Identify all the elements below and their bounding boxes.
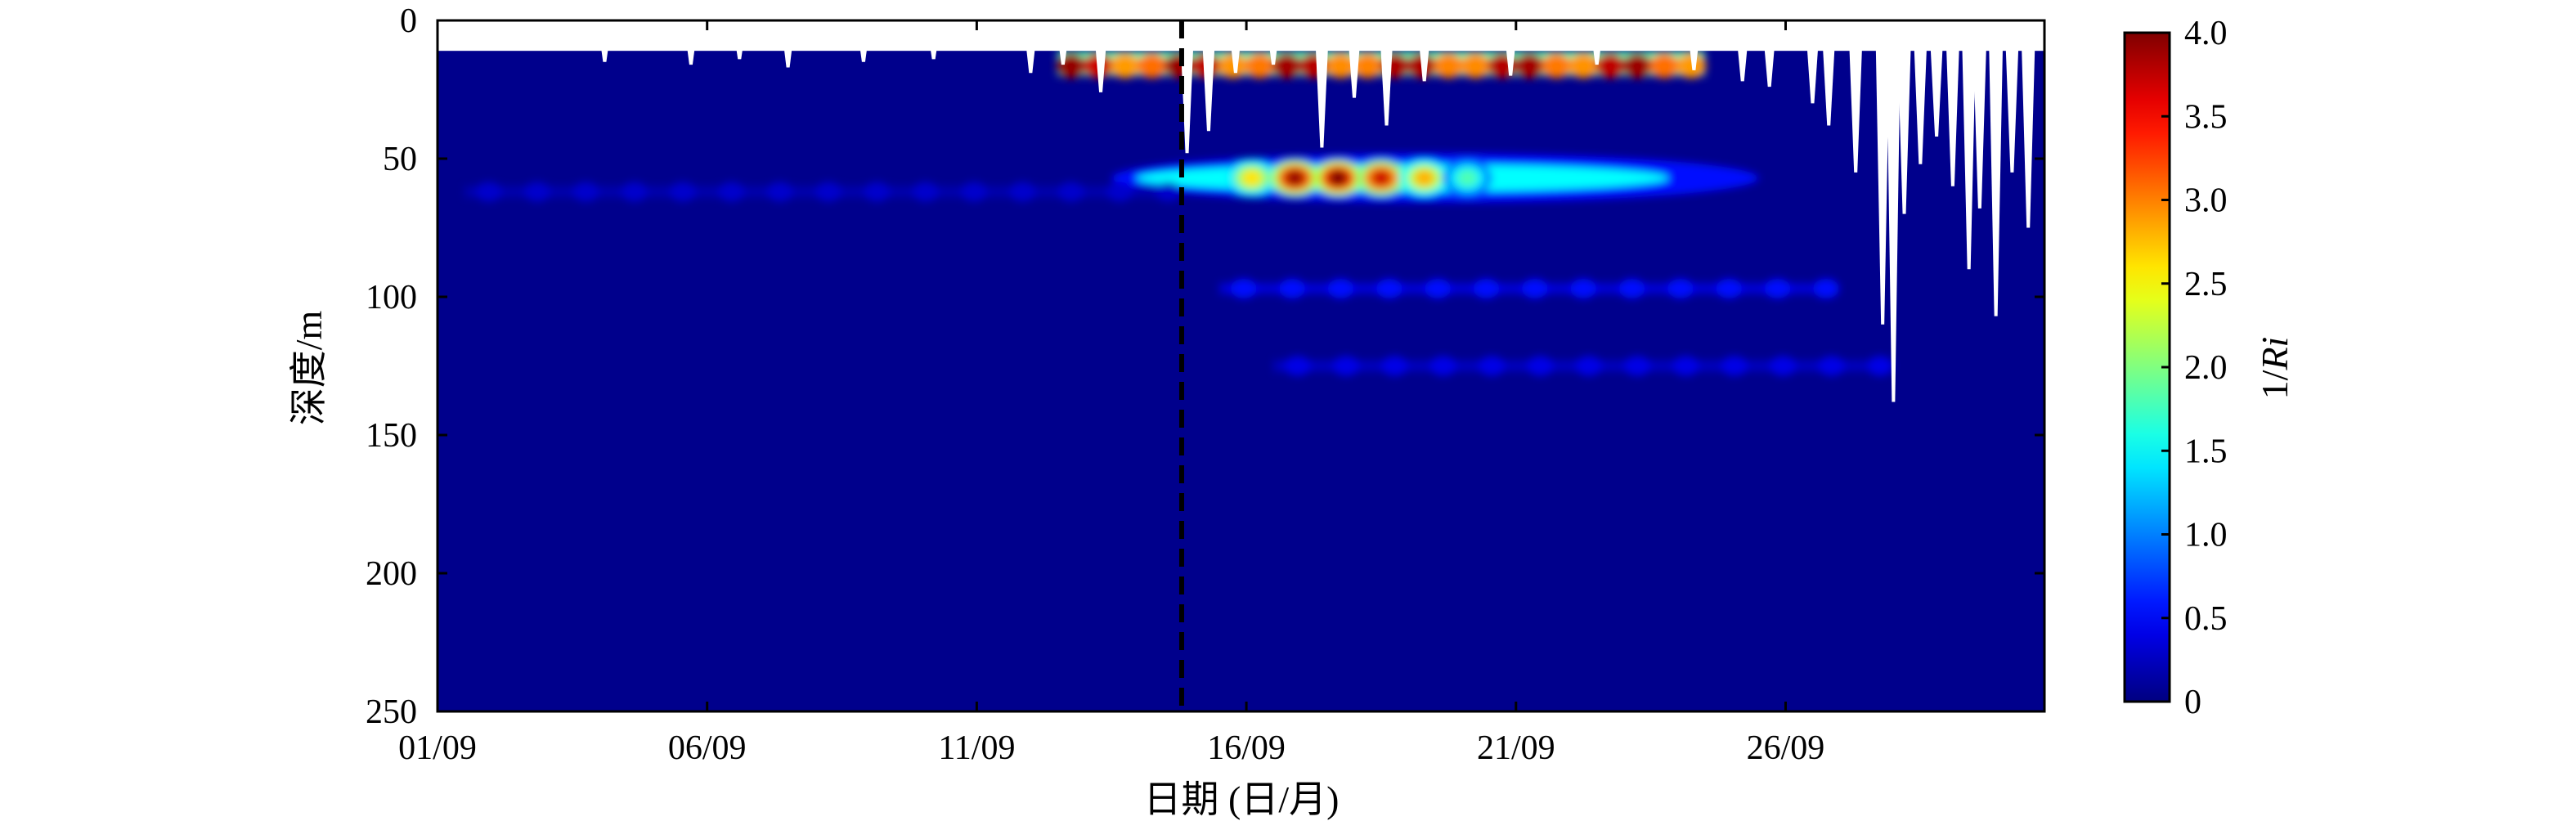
missing-data-spike [855, 20, 871, 62]
peak-blob [1399, 159, 1449, 196]
y-axis: 0 50 100 150 200 250 [366, 2, 2044, 731]
missing-data-spike [1945, 20, 1960, 186]
missing-data-spike [1805, 20, 1820, 104]
missing-data-spike [1988, 20, 2004, 316]
weak-band [1219, 278, 1839, 298]
colorbar-tick-label: 4.0 [2184, 15, 2228, 52]
missing-data-spike [1761, 20, 1777, 87]
missing-data-spike [1346, 20, 1362, 98]
y-axis-title: 深度/m [288, 311, 330, 426]
weak-band [464, 182, 1182, 202]
missing-data-spike [1266, 20, 1281, 65]
x-axis-title: 日期 (日/月) [1144, 778, 1340, 820]
x-tick-label: 26/09 [1747, 729, 1825, 767]
missing-data-spike [1848, 20, 1864, 173]
missing-data-spike [2004, 20, 2020, 173]
peak-blob [1313, 159, 1363, 196]
surface-blob [1595, 53, 1626, 79]
missing-data-spike [1227, 20, 1243, 74]
colorbar-tick-label: 0 [2184, 684, 2201, 721]
plot-frame [436, 19, 2046, 713]
y-tick-label: 50 [383, 141, 417, 178]
missing-data-spike [1200, 20, 1216, 132]
colorbar-ticks: 0 0.5 1.0 1.5 2.0 2.5 3.0 3.5 4.0 [2161, 15, 2228, 721]
missing-data-spike [1929, 20, 1945, 137]
missing-data-spike [1913, 20, 1928, 164]
missing-data-spike [1735, 20, 1750, 82]
surface-blob [1622, 53, 1653, 79]
colorbar-tick-label: 3.5 [2184, 98, 2228, 136]
missing-data-spike [1503, 20, 1519, 76]
missing-data-spike [1896, 20, 1912, 214]
missing-data-spike [732, 20, 747, 60]
missing-data-spike [1875, 20, 1891, 325]
surface-blob [1461, 53, 1491, 79]
surface-blob [1434, 53, 1464, 79]
missing-data-spike [1886, 20, 1901, 402]
missing-data-spike [1686, 20, 1702, 70]
colorbar-tick-label: 1.5 [2184, 433, 2228, 470]
y-tick-label: 250 [366, 693, 417, 731]
missing-data-spike [1093, 20, 1109, 92]
surface-blob [1137, 53, 1167, 79]
surface-blob [1326, 53, 1356, 79]
surface-blob [1272, 53, 1302, 79]
surface-blob [1649, 53, 1680, 79]
colorbar-label: 1/Ri [2254, 337, 2296, 400]
missing-data-spike [926, 20, 941, 60]
x-axis: 01/09 06/09 11/09 16/09 21/09 26/09 [398, 20, 1824, 767]
x-tick-label: 16/09 [1207, 729, 1286, 767]
colorbar-tick-label: 1.0 [2184, 517, 2228, 554]
y-tick-label: 100 [366, 279, 417, 316]
surface-blob [1542, 53, 1572, 79]
y-tick-label: 200 [366, 555, 417, 593]
colorbar-tick-label: 2.5 [2184, 266, 2228, 303]
missing-data-spike [1821, 20, 1837, 126]
x-tick-label: 11/09 [938, 729, 1015, 767]
y-tick-label: 0 [400, 2, 417, 40]
missing-data-spike [1055, 20, 1070, 65]
peak-blob [1443, 159, 1492, 196]
colorbar-tick-label: 2.0 [2184, 349, 2228, 387]
x-tick-label: 01/09 [398, 729, 477, 767]
y-tick-label: 150 [366, 417, 417, 455]
peak-blob [1270, 159, 1320, 196]
weak-band [1273, 356, 1893, 376]
x-tick-label: 06/09 [668, 729, 747, 767]
missing-data-gaps [438, 20, 2044, 402]
missing-data-spike [1589, 20, 1604, 65]
surface-blob [1353, 53, 1383, 79]
missing-data-spike [683, 20, 698, 65]
missing-data-spike [1961, 20, 1977, 270]
missing-data-spike [1416, 20, 1432, 82]
colorbar: 0 0.5 1.0 1.5 2.0 2.5 3.0 3.5 4.0 1/Ri [2123, 15, 2296, 721]
surface-blob [1568, 53, 1599, 79]
surface-blob [1515, 53, 1545, 79]
missing-data-spike [597, 20, 613, 62]
missing-data-spike [1314, 20, 1330, 148]
heatmap-area [438, 20, 2044, 711]
missing-data-spike [1972, 20, 1987, 209]
peak-blob [1227, 159, 1277, 196]
x-tick-label: 21/09 [1477, 729, 1555, 767]
peak-blob [1356, 159, 1406, 196]
colorbar-tick-label: 3.0 [2184, 182, 2228, 220]
surface-blob [1676, 53, 1707, 79]
missing-data-spike [780, 20, 796, 68]
missing-data-spike [1379, 20, 1394, 126]
surface-blob [1245, 53, 1275, 79]
colorbar-tick-label: 0.5 [2184, 600, 2228, 638]
surface-blob [1110, 53, 1140, 79]
missing-data-spike [1023, 20, 1039, 74]
missing-data-spike [2021, 20, 2036, 228]
surface-blob [1218, 53, 1248, 79]
